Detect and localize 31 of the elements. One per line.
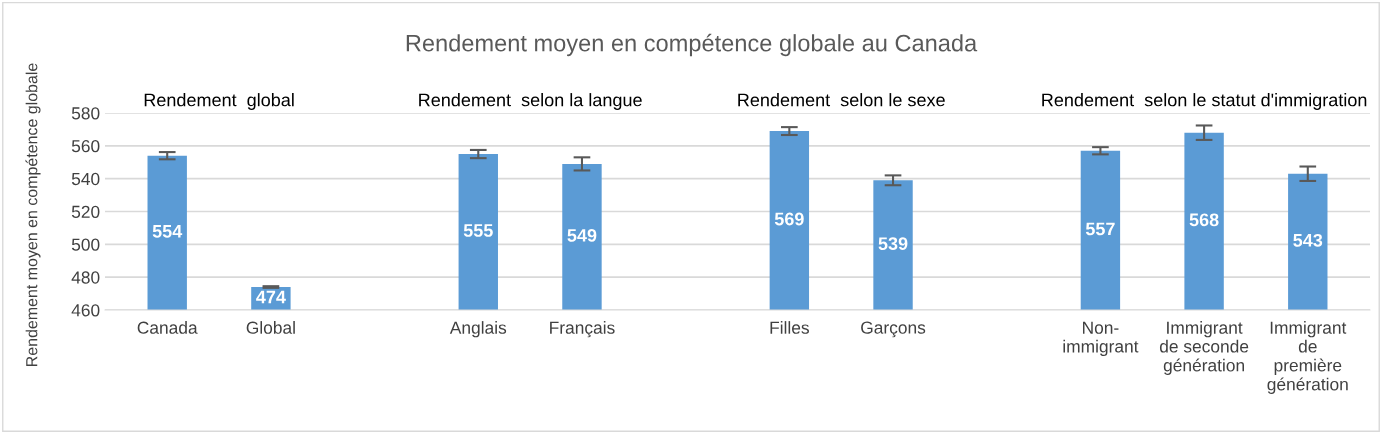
y-tick-label: 540 (71, 172, 100, 186)
data-label: 568 (1189, 213, 1219, 227)
x-tick-label: Anglais (449, 321, 507, 338)
x-tick-label: Français (550, 321, 615, 338)
y-tick-label: 500 (71, 238, 100, 251)
chart-title: Rendement moyen en compétence globale au Canada (406, 33, 978, 57)
data-label: 557 (1085, 222, 1115, 236)
x-tick-label: Filles (770, 321, 809, 334)
x-tick-label: Immigrant de première génération (1267, 321, 1348, 394)
y-tick-label: 560 (71, 140, 100, 153)
data-label: 549 (567, 229, 597, 242)
data-label: 543 (1293, 233, 1323, 247)
x-tick-label: Garçons (861, 321, 926, 338)
text: Rendement selon le statut d'immigration (1042, 93, 1367, 110)
x-tick-label: Non- immigrant (1063, 321, 1139, 356)
data-label: 539 (878, 237, 908, 251)
y-tick-label: 480 (71, 271, 100, 284)
text: Rendement selon le sexe (738, 93, 945, 107)
text: Rendement global (144, 93, 294, 110)
x-tick-label: Global (246, 321, 295, 334)
y-tick-label: 520 (71, 205, 100, 218)
data-label: 555 (463, 224, 493, 237)
y-tick-label: 580 (71, 107, 100, 120)
x-tick-label: Canada (137, 321, 198, 334)
data-label: 569 (774, 212, 804, 226)
text: Rendement selon la langue (419, 93, 642, 110)
data-label: 554 (152, 225, 183, 238)
y-tick-label: 460 (71, 304, 100, 317)
x-tick-label: Immigrant de seconde génération (1159, 321, 1249, 375)
data-label: 474 (256, 290, 286, 304)
y-axis-title: Rendement moyen en compétence globale (25, 63, 41, 366)
